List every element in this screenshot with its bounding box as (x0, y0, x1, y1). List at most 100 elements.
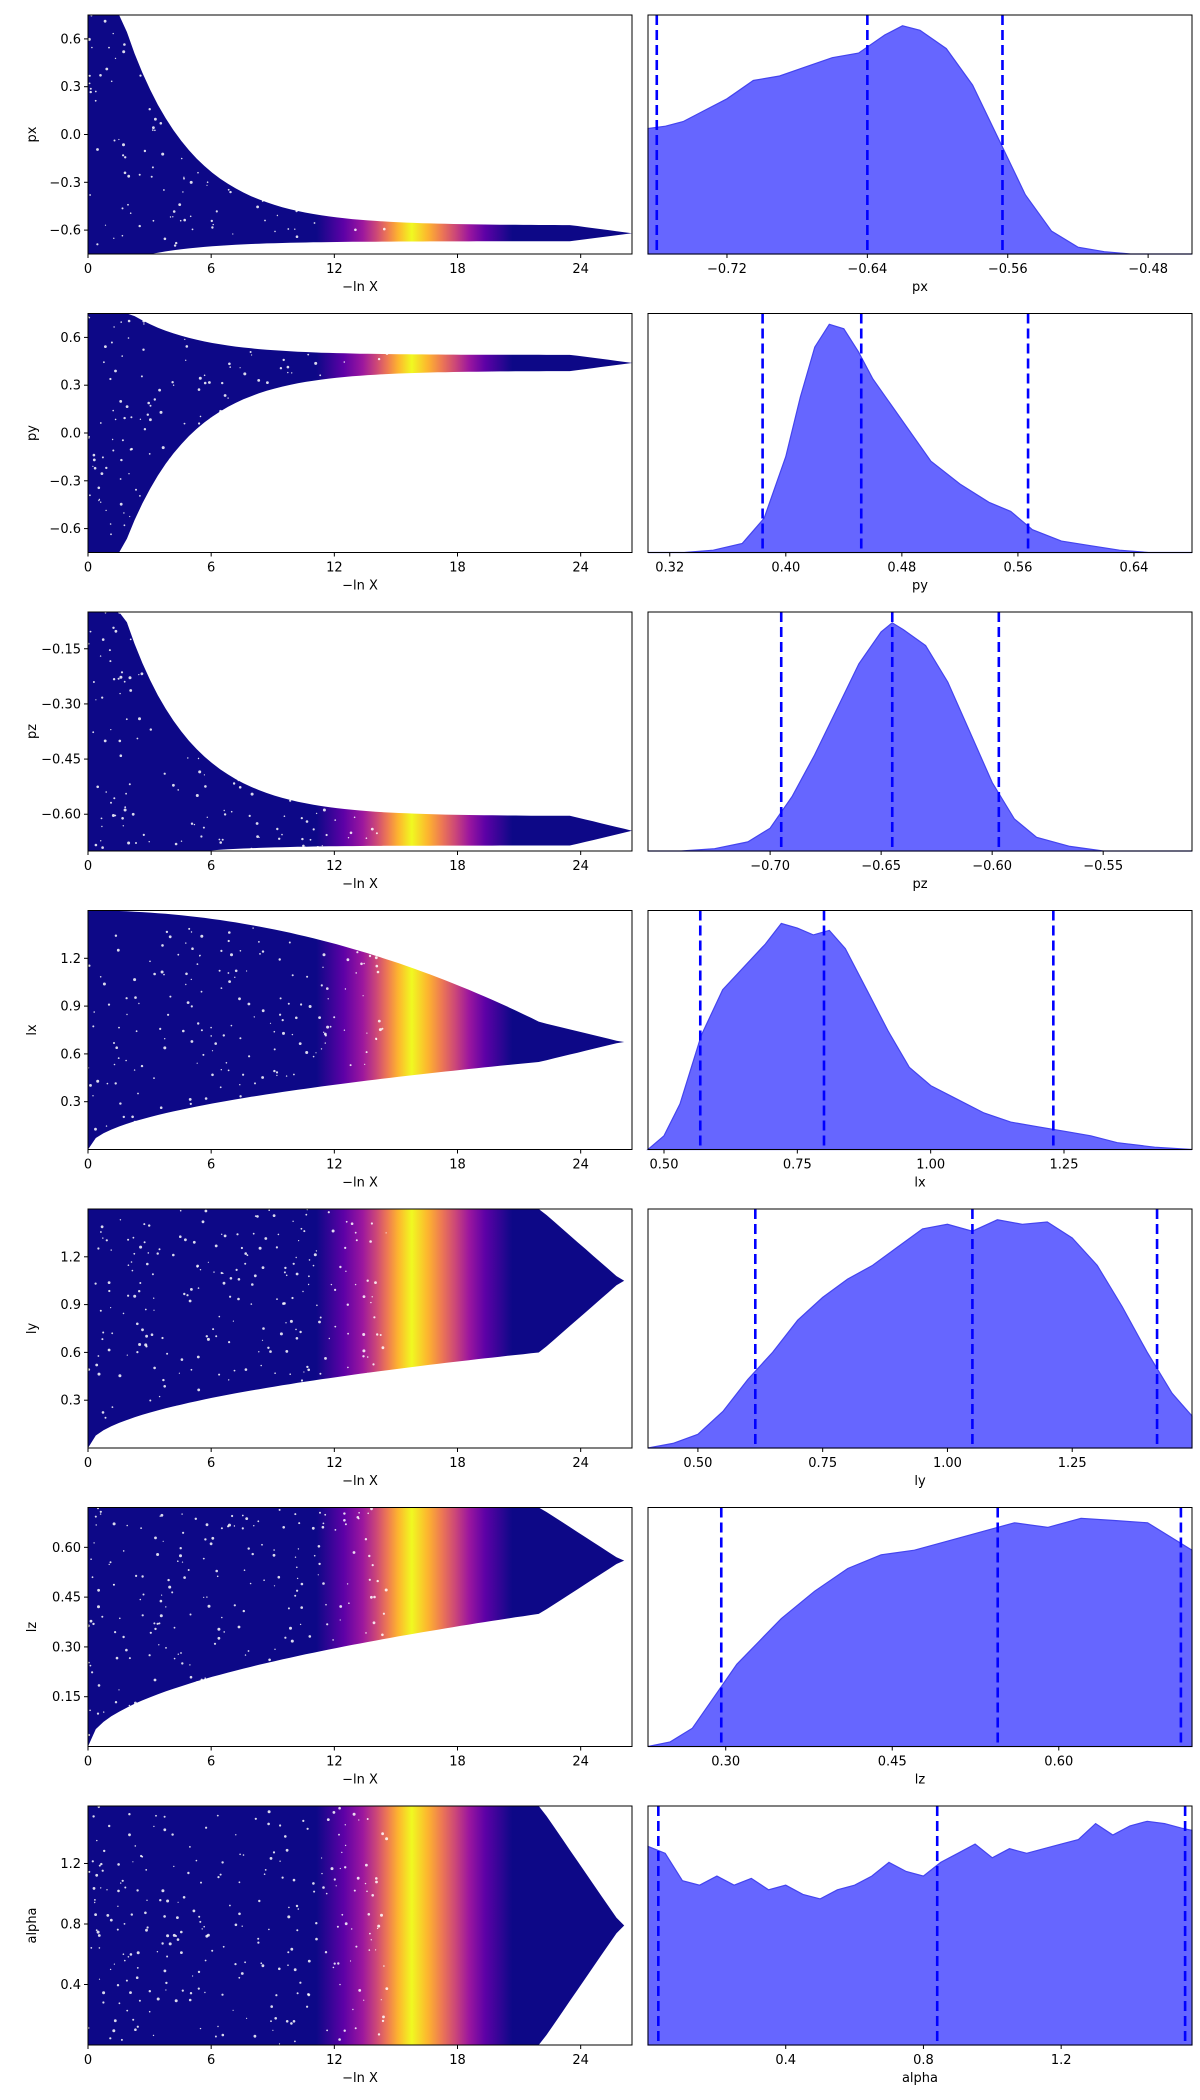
posterior-x-tick: 0.32 (655, 561, 684, 576)
trace-y-tick: 0.3 (60, 80, 81, 95)
posterior-density-py (648, 323, 1192, 554)
trace-x-tick: 24 (572, 2053, 589, 2068)
posterior-x-tick: 0.40 (771, 561, 800, 576)
trace-frame (87, 1208, 633, 1449)
trace-x-tick: 12 (326, 1456, 343, 1471)
trace-y-label: pz (25, 724, 40, 739)
trace-x-label: −ln X (342, 1176, 378, 1191)
trace-panel-py: 0 6 12 18 24 −ln X 0.6 0.3 0.0 −0.3 −0.6 py (25, 313, 633, 594)
posterior-x-tick: 0.4 (775, 2053, 796, 2068)
posterior-x-tick: 0.30 (711, 1755, 740, 1770)
trace-y-tick: 0.6 (60, 1346, 81, 1361)
posterior-x-tick: 0.50 (683, 1456, 712, 1471)
posterior-x-tick: 0.45 (878, 1755, 907, 1770)
posterior-x-tick: 0.75 (808, 1456, 837, 1471)
trace-y-tick: 0.0 (60, 427, 81, 442)
trace-y-tick: 0.6 (60, 331, 81, 346)
trace-texture (88, 910, 388, 1149)
trace-y-label: px (25, 126, 40, 142)
trace-y-tick: 0.6 (60, 32, 81, 47)
trace-samples-alpha (88, 1806, 632, 2045)
posterior-x-tick: 1.25 (1058, 1456, 1087, 1471)
posterior-density-pz (648, 622, 1192, 852)
trace-panel-px: 0 6 12 18 24 −ln X 0.6 0.3 0.0 −0.3 −0.6 px (25, 14, 633, 295)
trace-x-label: −ln X (342, 280, 378, 295)
trace-x-tick: 6 (207, 1158, 215, 1173)
trace-samples-px (88, 15, 632, 254)
trace-x-label: −ln X (342, 579, 378, 594)
trace-y-tick: 0.3 (60, 1095, 81, 1110)
posterior-x-tick: −0.56 (988, 262, 1028, 277)
trace-texture (88, 15, 388, 254)
trace-texture (88, 313, 389, 553)
posterior-frame (647, 910, 1193, 1150)
trace-y-label: lx (25, 1024, 40, 1036)
trace-x-tick: 6 (207, 561, 215, 576)
trace-x-tick: 12 (326, 859, 343, 874)
trace-y-tick: 0.9 (60, 1298, 81, 1313)
posterior-x-tick: −0.64 (847, 262, 887, 277)
posterior-panel-pz: −0.70 −0.65 −0.60 −0.55 pz (647, 611, 1193, 892)
posterior-x-label: pz (912, 877, 927, 892)
posterior-x-tick: 1.2 (1051, 2053, 1072, 2068)
posterior-x-label: py (912, 579, 928, 594)
posterior-x-tick: −0.55 (1083, 859, 1123, 874)
trace-x-tick: 24 (572, 1755, 589, 1770)
posterior-frame (647, 1805, 1193, 2046)
row-px: 0 6 12 18 24−ln X0.60.30.0−0.3−0.6px−0.72 −0.… (25, 14, 1193, 295)
row-alpha: 0 6 12 18 24 −ln X 1.2 0.8 0.4 alpha 0.4 0.8 1.2 alph… (25, 1805, 1193, 2086)
posterior-x-tick: 1.25 (1050, 1158, 1079, 1173)
posterior-x-tick: −0.65 (861, 859, 901, 874)
posterior-x-label: ly (914, 1474, 926, 1489)
posterior-x-tick: 0.64 (1119, 561, 1148, 576)
trace-x-tick: 18 (449, 1456, 466, 1471)
trace-samples-lx (88, 910, 632, 1150)
trace-x-label: −ln X (342, 1773, 378, 1788)
trace-y-label: lz (25, 1622, 40, 1633)
trace-x-tick: 12 (326, 1158, 343, 1173)
posterior-x-tick: 1.00 (933, 1456, 962, 1471)
trace-samples-pz (88, 612, 632, 851)
trace-x-tick: 18 (449, 561, 466, 576)
trace-y-tick: 0.9 (60, 1000, 81, 1015)
posterior-panel-alpha: 0.4 0.8 1.2 alpha (647, 1805, 1193, 2086)
posterior-x-tick: 0.48 (887, 561, 916, 576)
trace-y-tick: 1.2 (60, 1250, 81, 1265)
posterior-x-tick: 0.56 (1003, 561, 1032, 576)
trace-x-tick: 18 (449, 1158, 466, 1173)
trace-x-tick: 0 (84, 2053, 92, 2068)
trace-frame (87, 1507, 633, 1747)
posterior-x-tick: 0.8 (913, 2053, 934, 2068)
trace-x-tick: 6 (207, 262, 215, 277)
trace-x-tick: 0 (84, 859, 92, 874)
trace-y-label: ly (25, 1323, 40, 1335)
posterior-density-px (647, 25, 1192, 255)
posterior-x-tick: 0.60 (1044, 1755, 1073, 1770)
trace-x-tick: 0 (84, 561, 92, 576)
trace-x-tick: 24 (572, 1158, 589, 1173)
trace-panel-lz: 0 6 12 18 24 −ln X 0.60 0.45 0.30 0.15 lz (25, 1507, 633, 1788)
trace-y-tick: 0.6 (60, 1047, 81, 1062)
trace-y-tick: 0.4 (60, 1978, 81, 1993)
trace-x-label: −ln X (342, 877, 378, 892)
posterior-x-label: alpha (902, 2071, 938, 2086)
trace-y-tick: −0.6 (49, 224, 81, 239)
trace-samples-ly (88, 1209, 632, 1448)
posterior-x-label: lx (914, 1176, 926, 1191)
trace-y-tick: 0.8 (60, 1917, 81, 1932)
trace-y-tick: 0.15 (52, 1690, 81, 1705)
posterior-panel-lx: 0.50 0.75 1.00 1.25 lx (646, 910, 1193, 1191)
posterior-x-tick: 0.50 (650, 1158, 679, 1173)
trace-y-tick: 0.3 (60, 1394, 81, 1409)
trace-frame (87, 1805, 633, 2046)
posterior-x-tick: −0.48 (1128, 262, 1168, 277)
trace-x-tick: 18 (449, 262, 466, 277)
posterior-panel-lz: 0.30 0.45 0.60 lz (647, 1507, 1193, 1788)
trace-x-label: −ln X (342, 1474, 378, 1489)
trace-x-tick: 6 (207, 1456, 215, 1471)
posterior-panel-py: 0.32 0.40 0.48 0.56 0.64 py (647, 313, 1193, 594)
trace-frame (87, 910, 633, 1150)
trace-x-tick: 24 (572, 859, 589, 874)
trace-x-tick: 0 (84, 262, 92, 277)
